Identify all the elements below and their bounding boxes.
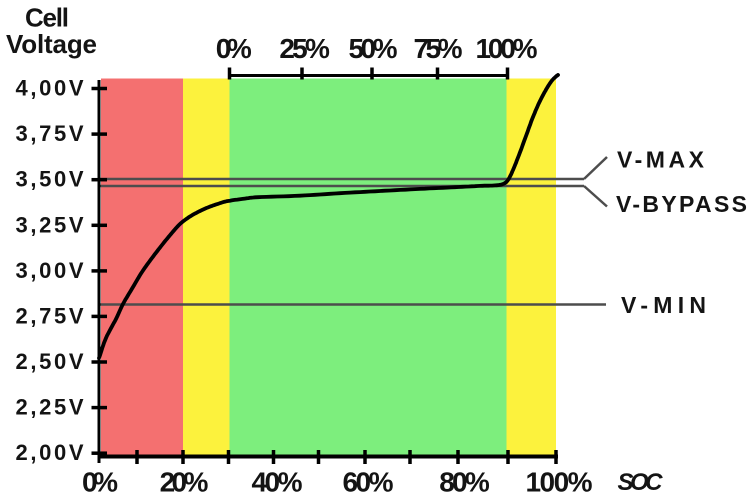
svg-text:0%: 0%: [216, 33, 252, 64]
svg-text:75%: 75%: [414, 33, 463, 64]
svg-text:2,50V: 2,50V: [16, 349, 84, 374]
svg-text:40%: 40%: [252, 467, 303, 498]
svg-text:3,75V: 3,75V: [16, 121, 84, 146]
svg-text:2,75V: 2,75V: [16, 303, 84, 328]
svg-text:100%: 100%: [476, 33, 538, 64]
svg-text:80%: 80%: [439, 467, 490, 498]
svg-text:2,00V: 2,00V: [16, 440, 84, 465]
svg-text:V-MIN: V-MIN: [621, 292, 706, 318]
svg-text:3,50V: 3,50V: [16, 167, 84, 192]
svg-text:2,25V: 2,25V: [16, 395, 84, 420]
svg-text:3,25V: 3,25V: [16, 212, 84, 237]
svg-text:SOC: SOC: [618, 469, 664, 496]
svg-text:4,00V: 4,00V: [16, 76, 84, 101]
svg-text:Cell: Cell: [25, 3, 69, 33]
svg-text:100%: 100%: [526, 467, 593, 498]
svg-text:20%: 20%: [160, 467, 209, 498]
svg-text:0%: 0%: [82, 467, 118, 498]
svg-text:25%: 25%: [279, 33, 330, 64]
svg-text:50%: 50%: [349, 33, 398, 64]
svg-text:V-BYPASS: V-BYPASS: [616, 191, 747, 217]
svg-text:60%: 60%: [343, 467, 394, 498]
svg-text:V-MAX: V-MAX: [617, 147, 705, 173]
svg-text:3,00V: 3,00V: [16, 258, 84, 283]
svg-text:Voltage: Voltage: [6, 29, 97, 59]
